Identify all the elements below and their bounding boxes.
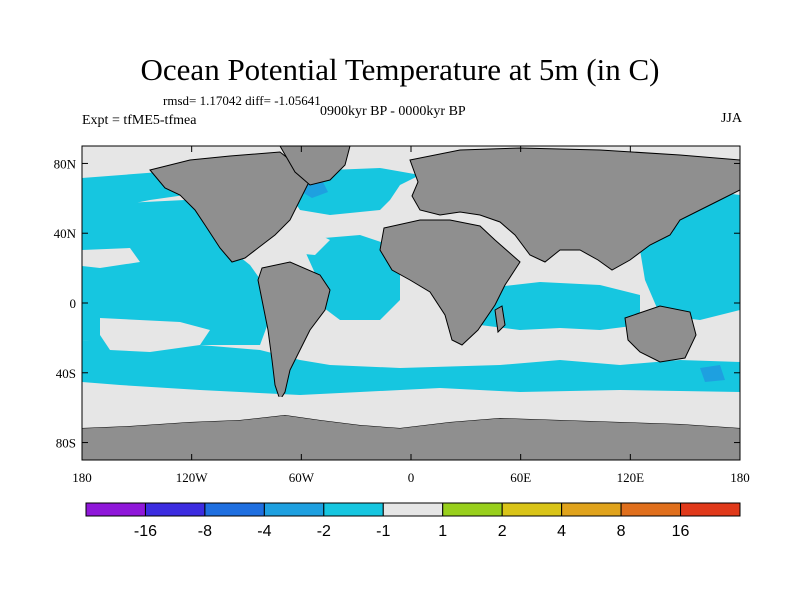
colorbar-label: -4: [257, 523, 271, 540]
y-tick-label: 80S: [56, 436, 76, 451]
neutral-patches: [82, 225, 620, 360]
colorbar-swatch: [620, 502, 682, 517]
australia: [624, 305, 697, 363]
x-tick-label: 120W: [176, 470, 209, 485]
indian-ocean-cooling: [470, 282, 640, 330]
season-label: JJA: [720, 111, 742, 126]
colorbar-label: 4: [557, 523, 566, 540]
chart-title: Ocean Potential Temperature at 5m (in C): [140, 52, 660, 87]
africa: [379, 219, 521, 346]
map-plot: [82, 146, 740, 460]
y-tick-label: 0: [70, 296, 77, 311]
south-america: [257, 261, 331, 402]
colorbar-label: 16: [672, 523, 690, 540]
colorbar: -16 -8 -4 -2 -1 1 2 4 8 16: [85, 502, 741, 540]
colorbar-swatch: [561, 502, 622, 517]
colorbar-swatch: [501, 502, 563, 517]
colorbar-swatch: [85, 502, 146, 517]
period-label: 0900kyr BP - 0000kyr BP: [320, 104, 466, 119]
colorbar-swatch: [323, 502, 384, 517]
y-axis: 80N 40N 0 40S 80S: [54, 156, 740, 451]
colorbar-swatch: [204, 502, 265, 517]
neutral-patch-1: [100, 318, 210, 352]
colorbar-swatch: [680, 502, 741, 517]
colorbar-swatch: [263, 502, 325, 517]
southern-ocean-cooling: [82, 340, 740, 395]
colorbar-label: 2: [498, 523, 507, 540]
x-tick-label: 0: [408, 470, 415, 485]
pacific-tropical-cooling: [82, 200, 275, 325]
x-axis: 180 120W 60W 0 60E 120E 180: [72, 146, 750, 485]
neutral-patch-4: [82, 248, 140, 268]
experiment-label: Expt = tfME5-tfmea: [82, 113, 197, 128]
eurasia: [409, 147, 740, 271]
y-tick-label: 80N: [54, 156, 77, 171]
land-masses: [82, 146, 740, 460]
neutral-patch-3: [520, 338, 620, 360]
x-tick-label: 180: [72, 470, 92, 485]
colorbar-label: 1: [438, 523, 447, 540]
colorbar-label: -2: [317, 523, 331, 540]
x-tick-label: 180: [730, 470, 750, 485]
colorbar-label: 8: [617, 523, 626, 540]
colorbar-swatch: [382, 502, 444, 517]
stats-label: rmsd= 1.17042 diff= -1.05641: [163, 93, 321, 108]
neutral-patch-2: [300, 330, 380, 355]
x-tick-label: 60E: [510, 470, 531, 485]
south-pacific-cooling: [700, 365, 725, 382]
north-america: [149, 151, 311, 263]
y-tick-label: 40S: [56, 366, 76, 381]
y-tick-label: 40N: [54, 226, 77, 241]
greenland: [279, 146, 351, 186]
colorbar-swatch: [442, 502, 503, 517]
colorbar-label: -16: [134, 523, 157, 540]
x-tick-label: 120E: [617, 470, 645, 485]
colorbar-label: -1: [376, 523, 390, 540]
x-tick-label: 60W: [289, 470, 315, 485]
madagascar: [494, 305, 506, 334]
antarctic-neutral-band: [82, 392, 740, 428]
colorbar-swatch: [144, 502, 206, 517]
colorbar-label: -8: [198, 523, 212, 540]
